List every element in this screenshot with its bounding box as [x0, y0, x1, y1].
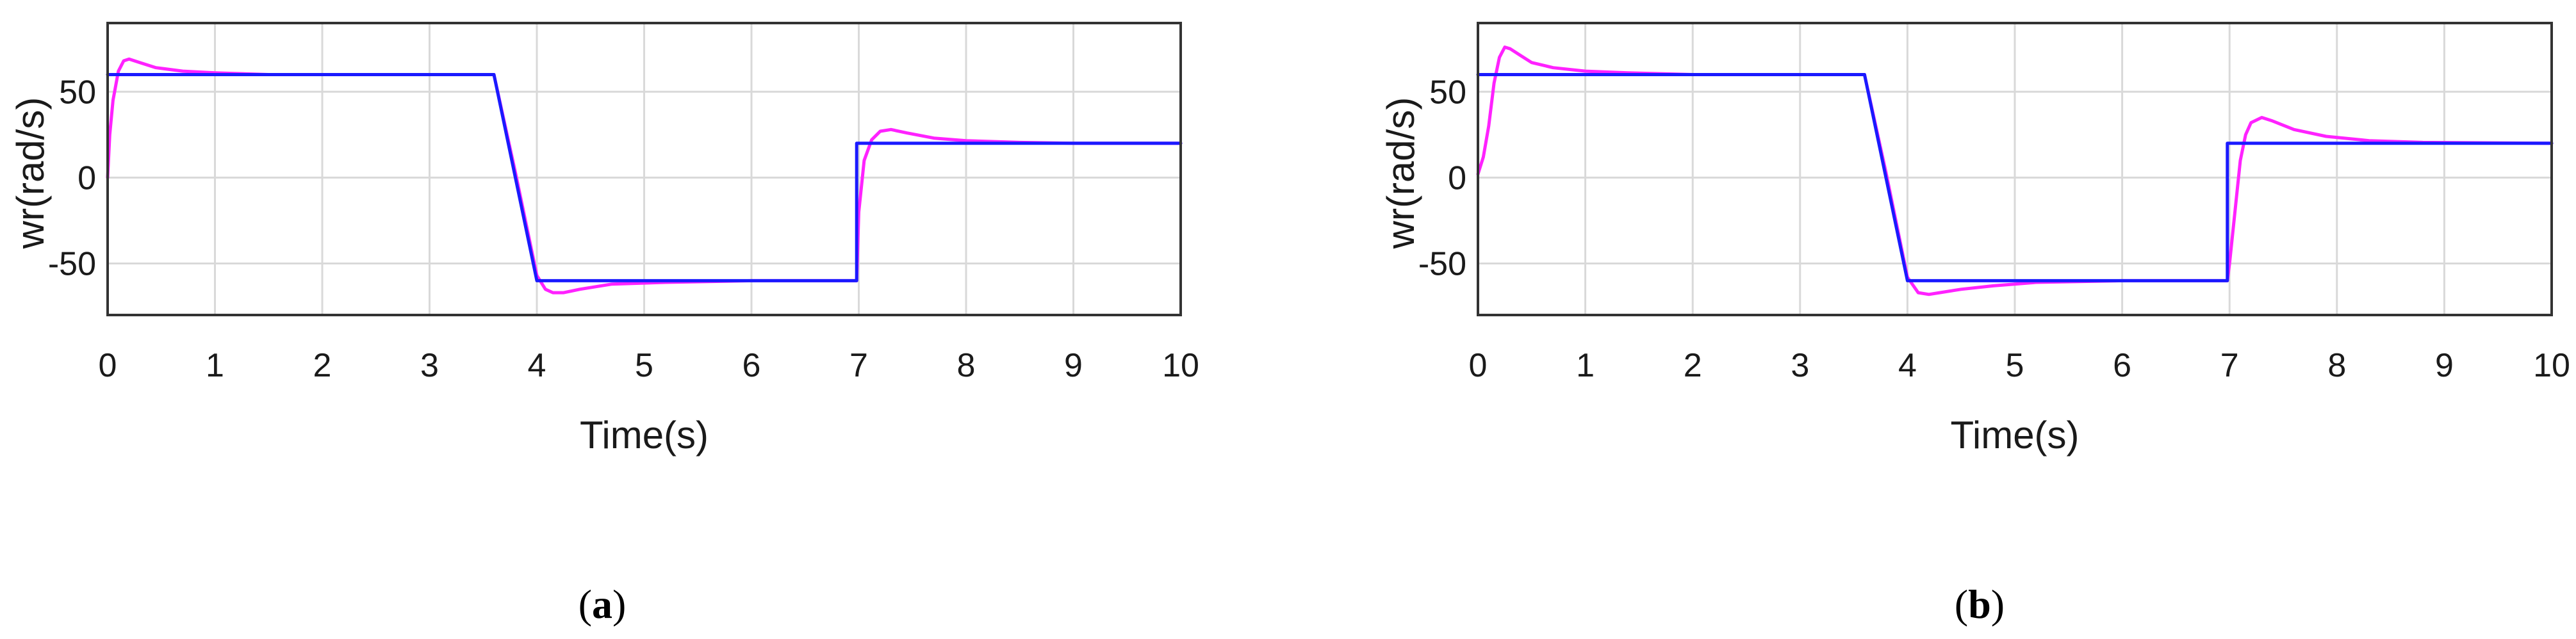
x-tick-label: 5	[2006, 347, 2024, 384]
caption-open-paren: (	[1955, 581, 1968, 627]
x-tick-label: 4	[528, 347, 546, 384]
y-axis-label: wr(rad/s)	[9, 97, 52, 250]
x-tick-label: 6	[2113, 347, 2131, 384]
series-layer	[1476, 45, 2554, 296]
grid	[1478, 23, 2552, 315]
x-tick-label: 10	[2533, 347, 2570, 384]
chart-panel-b: 0 1 2 3 4 5 6 7 8 9 10 -50 0 50 Time(s) wr(rad/s) (b)	[1379, 22, 2570, 627]
caption-close-paren: )	[1991, 581, 2005, 627]
x-tick-label: 6	[742, 347, 761, 384]
series-layer	[106, 57, 1183, 295]
panel-caption-a: (a)	[578, 581, 627, 627]
reference-speed-line	[1476, 73, 2554, 282]
x-tick-label: 4	[1898, 347, 1917, 384]
x-tick-label: 5	[635, 347, 653, 384]
x-tick-label: 9	[2435, 347, 2454, 384]
plot-frame	[1477, 22, 2553, 316]
x-tick-label: 3	[1791, 347, 1809, 384]
caption-open-paren: (	[578, 581, 592, 627]
y-axis-label: wr(rad/s)	[1379, 97, 1422, 250]
x-axis-label: Time(s)	[580, 414, 709, 457]
x-tick-label: 1	[1576, 347, 1595, 384]
x-tick-label: 2	[313, 347, 332, 384]
x-tick-label: 7	[849, 347, 868, 384]
tick-labels: 0 1 2 3 4 5 6 7 8 9 10 -50 0 50	[48, 74, 1199, 384]
x-tick-label: 8	[957, 347, 976, 384]
x-tick-label: 9	[1064, 347, 1083, 384]
caption-letter: a	[592, 581, 612, 627]
actual-speed-line	[1476, 45, 2554, 296]
panel-caption-b: (b)	[1955, 581, 2005, 627]
y-tick-label: 0	[1448, 159, 1466, 197]
y-tick-label: 0	[78, 159, 96, 197]
y-tick-label: 50	[59, 74, 96, 111]
x-tick-label: 2	[1684, 347, 1702, 384]
tick-labels: 0 1 2 3 4 5 6 7 8 9 10 -50 0 50	[1418, 74, 2570, 384]
grid	[108, 23, 1181, 315]
chart-panel-a: 0 1 2 3 4 5 6 7 8 9 10 -50 0 50 Time(s) wr(rad/s) (a)	[9, 22, 1199, 627]
x-tick-label: 3	[420, 347, 439, 384]
actual-speed-line	[106, 57, 1183, 295]
caption-close-paren: )	[612, 581, 626, 627]
y-tick-label: -50	[1418, 246, 1466, 283]
y-tick-label: -50	[48, 246, 96, 283]
y-tick-label: 50	[1429, 74, 1466, 111]
reference-speed-line	[106, 73, 1183, 282]
x-tick-label: 0	[99, 347, 117, 384]
x-tick-label: 10	[1162, 347, 1199, 384]
x-axis-label: Time(s)	[1950, 414, 2079, 457]
x-tick-label: 1	[206, 347, 224, 384]
x-tick-label: 7	[2220, 347, 2239, 384]
caption-letter: b	[1968, 581, 1991, 627]
plot-frame	[106, 22, 1182, 316]
x-tick-label: 0	[1469, 347, 1488, 384]
x-tick-label: 8	[2327, 347, 2346, 384]
